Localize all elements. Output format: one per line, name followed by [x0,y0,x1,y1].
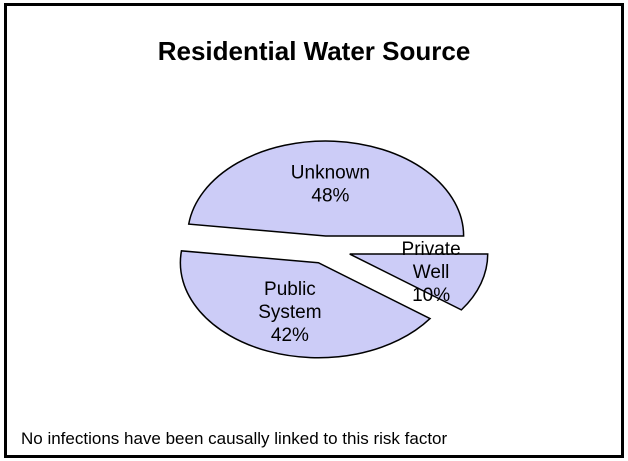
pie-chart: Unknown 48% Public System 42% Private Well 10% [179,140,489,359]
slice-label-unknown: Unknown 48% [291,162,370,206]
slice-private-well [349,253,489,311]
chart-frame: Residential Water Source Unknown 48% Publi… [4,3,624,458]
slice-public-system [179,250,432,359]
chart-title: Residential Water Source [157,36,471,66]
slice-label-public-system: Public System 42% [258,279,321,346]
slice-label-private-well: Private Well 10% [402,239,461,306]
slice-unknown [187,140,465,237]
chart-footnote: No infections have been causally linked … [21,429,448,448]
